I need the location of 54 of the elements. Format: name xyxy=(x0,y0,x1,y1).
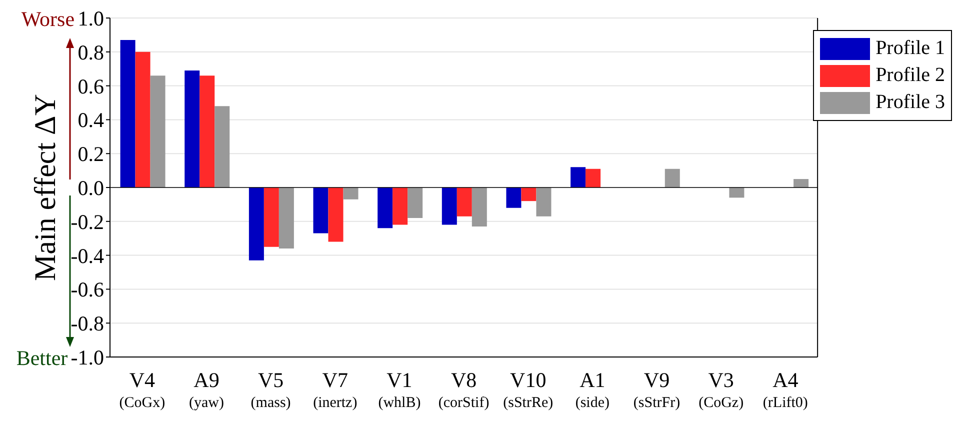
x-tick-label: V10 (sStrRe) xyxy=(503,368,554,411)
bar xyxy=(536,188,552,216)
legend-label: Profile 3 xyxy=(876,91,945,114)
bar xyxy=(328,188,344,242)
y-tick-label: 0.6 xyxy=(78,74,104,98)
bar xyxy=(442,188,457,225)
y-tick-label: -0.6 xyxy=(70,278,104,302)
x-tick-label: V1 (whlB) xyxy=(378,368,421,411)
y-tick-label: 1.0 xyxy=(78,6,104,30)
x-tick-label: V5 (mass) xyxy=(250,368,291,411)
bar xyxy=(150,76,166,188)
bar xyxy=(794,179,809,188)
bar xyxy=(392,188,408,225)
bar xyxy=(264,188,279,247)
bar xyxy=(343,188,358,200)
bar xyxy=(521,188,536,202)
bar xyxy=(278,188,294,249)
x-tick-label: A9 (yaw) xyxy=(188,368,224,411)
x-tick-label: V9 (sStrFr) xyxy=(633,368,680,411)
legend-label: Profile 1 xyxy=(876,37,945,60)
bar xyxy=(313,188,328,234)
x-tick-label: V8 (corStif) xyxy=(438,368,490,411)
bar xyxy=(135,52,150,188)
x-tick-label: V4 (CoGx) xyxy=(119,368,166,411)
bar xyxy=(378,188,393,228)
bar xyxy=(729,188,744,198)
y-tick-label: 0.8 xyxy=(78,40,104,64)
bar xyxy=(586,168,601,188)
text: Better xyxy=(16,346,68,370)
y-tick-label: -0.8 xyxy=(70,312,104,336)
bar xyxy=(506,188,522,208)
bar xyxy=(120,40,136,188)
y-tick-label: -0.2 xyxy=(70,210,104,234)
x-tick-label: A1 (side) xyxy=(575,368,610,411)
bar xyxy=(456,188,472,216)
bar xyxy=(200,76,215,188)
y-tick-label: -1.0 xyxy=(70,345,104,370)
x-tick-label: A4 (rLift0) xyxy=(762,368,808,411)
y-tick-label: 0.4 xyxy=(78,108,104,132)
x-tick-label: V7 (inertz) xyxy=(313,368,358,411)
y-axis-title: Main effect ΔY xyxy=(28,94,62,282)
bar xyxy=(248,188,264,260)
text: Worse xyxy=(21,7,75,31)
bar xyxy=(664,168,680,188)
bar xyxy=(184,70,200,188)
y-tick-label: -0.4 xyxy=(70,244,104,268)
y-tick-label: 0.2 xyxy=(78,142,104,166)
bar xyxy=(570,167,586,188)
bar xyxy=(214,106,230,188)
y-tick-label: 0.0 xyxy=(78,176,104,200)
legend-label: Profile 2 xyxy=(876,64,945,87)
bar xyxy=(408,188,423,218)
x-tick-label: V3 (CoGz) xyxy=(698,368,744,411)
bar xyxy=(472,188,487,226)
